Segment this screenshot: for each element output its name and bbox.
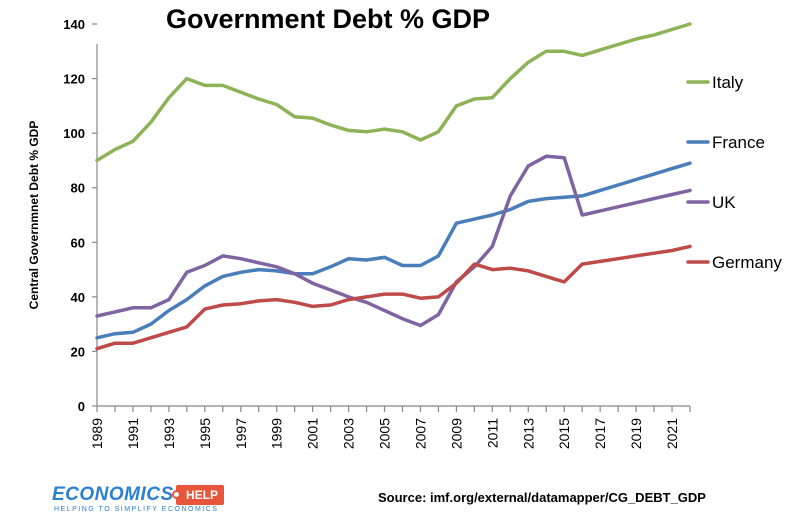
x-tick-label: 2015 — [556, 418, 572, 449]
logo-tagline: HELPING TO SIMPLIFY ECONOMICS — [54, 506, 219, 513]
logo-dot-icon — [172, 490, 181, 499]
logo-badge: HELP — [176, 485, 225, 505]
x-tick-label: 1995 — [197, 418, 213, 449]
y-axis-ticks: 0 20 40 60 80 100 120 140 — [63, 17, 97, 414]
x-tick-label: 2007 — [412, 418, 428, 449]
legend: Italy France UK Germany — [686, 73, 782, 272]
source-note: Source: imf.org/external/datamapper/CG_D… — [378, 490, 706, 505]
y-tick-label: 20 — [71, 344, 85, 359]
series-line-germany — [95, 244, 692, 351]
y-tick-label: 80 — [71, 181, 85, 196]
y-tick-label: 120 — [63, 72, 85, 87]
x-tick-label: 2011 — [484, 418, 500, 448]
economics-help-logo: ECONOMICS HELP HELPING TO SIMPLIFY ECONO… — [52, 484, 225, 520]
y-tick-label: 60 — [71, 235, 85, 250]
x-axis-ticks: 1989 1991 1993 1995 1997 1999 2001 2003 2005 2007… — [89, 406, 691, 449]
x-tick-label: 1989 — [89, 418, 105, 449]
legend-label-germany: Germany — [712, 253, 782, 272]
series-line-uk — [95, 154, 692, 328]
x-tick-label: 2001 — [305, 418, 321, 449]
x-tick-label: 2019 — [628, 418, 644, 449]
x-tick-label: 2013 — [520, 418, 536, 449]
x-tick-label: 2003 — [341, 418, 357, 449]
y-tick-label: 140 — [63, 17, 85, 32]
chart-title: Government Debt % GDP — [166, 4, 490, 34]
y-tick-label: 40 — [71, 290, 85, 305]
x-tick-label: 2021 — [664, 418, 680, 449]
x-tick-label: 1999 — [269, 418, 285, 449]
x-tick-label: 1991 — [125, 418, 141, 449]
x-tick-label: 1993 — [161, 418, 177, 449]
x-tick-label: 2017 — [592, 418, 608, 449]
y-tick-label: 0 — [78, 399, 85, 414]
legend-label-uk: UK — [712, 193, 736, 212]
x-tick-label: 1997 — [233, 418, 249, 449]
logo-wordmark: ECONOMICS — [52, 484, 174, 505]
series-lines — [95, 22, 692, 351]
legend-label-france: France — [712, 133, 765, 152]
y-tick-label: 100 — [63, 126, 85, 141]
x-tick-label: 2009 — [448, 418, 464, 449]
series-line-france — [95, 161, 692, 340]
x-tick-label: 2005 — [377, 418, 393, 449]
y-axis-label: Central Governmnet Debt % GDP — [27, 121, 41, 310]
legend-label-italy: Italy — [712, 73, 744, 92]
series-line-italy — [95, 22, 692, 163]
